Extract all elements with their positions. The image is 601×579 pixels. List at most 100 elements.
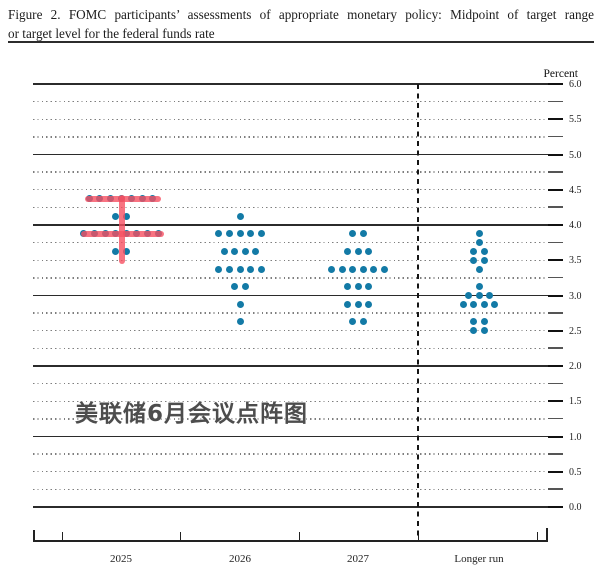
x-axis-category-tick (299, 532, 301, 540)
projection-dot (354, 300, 362, 308)
projection-dot (470, 300, 478, 308)
projection-dot (343, 300, 351, 308)
gridline-right-tick (548, 83, 563, 85)
projection-dot (247, 230, 255, 238)
y-axis-tick-label: 2.5 (569, 325, 582, 337)
projection-dot (112, 212, 120, 220)
projection-dot (470, 256, 478, 264)
projection-dot (349, 265, 357, 273)
projection-dot (252, 247, 260, 255)
projection-dot (475, 292, 483, 299)
projection-dot (480, 256, 488, 264)
y-axis-tick-label: 2.0 (569, 361, 582, 372)
gridline-right-tick (548, 188, 563, 191)
projection-dot (381, 265, 388, 273)
projection-dot (470, 318, 478, 326)
projection-dot (257, 265, 265, 273)
longer-run-separator-dashed-line (416, 84, 420, 540)
gridline (33, 506, 548, 508)
projection-dot (257, 230, 265, 238)
x-axis-right-edge-tick (546, 528, 548, 540)
projection-dot (475, 265, 483, 273)
projection-dot (338, 265, 346, 273)
gridline (33, 136, 548, 138)
x-axis-left-edge-tick (33, 530, 35, 540)
gridline (33, 277, 548, 279)
x-axis-category-tick (180, 532, 182, 540)
x-axis-label: 2027 (347, 553, 369, 565)
y-axis-tick-label: 6.0 (569, 79, 582, 90)
watermark-text: 美联储6月会议点阵图 (75, 401, 309, 427)
gridline-right-tick (548, 118, 563, 121)
projection-dot (459, 300, 467, 308)
projection-dot (349, 318, 357, 326)
y-axis-tick-label: 3.5 (569, 255, 582, 267)
x-axis-label: Longer run (454, 553, 504, 565)
projection-dot (470, 327, 478, 335)
gridline-right-tick (548, 153, 563, 156)
projection-dot (486, 292, 494, 299)
gridline-right-tick (548, 506, 563, 508)
gridline (33, 259, 548, 261)
gridline-right-tick (548, 294, 563, 297)
gridline-right-tick (548, 276, 563, 279)
gridline (33, 83, 548, 85)
gridline (33, 312, 548, 314)
projection-dot (354, 283, 362, 291)
gridline (33, 488, 548, 491)
projection-dot (236, 300, 244, 308)
projection-dot (365, 283, 373, 291)
gridline-right-tick (548, 259, 563, 262)
y-axis-title: Percent (543, 68, 578, 80)
projection-dot (349, 230, 357, 238)
gridline-right-tick (548, 329, 563, 332)
projection-dot (247, 265, 255, 273)
gridline-right-tick (548, 100, 563, 103)
projection-dot (491, 300, 499, 308)
gridline-right-tick (548, 206, 563, 208)
figure-title-line2: or target level for the federal funds ra… (8, 26, 215, 42)
projection-dot (365, 300, 373, 308)
projection-dot (236, 318, 244, 326)
projection-dot (225, 230, 233, 238)
projection-dot (236, 212, 244, 220)
gridline (33, 330, 548, 332)
y-axis-tick-label: 4.0 (569, 220, 582, 231)
y-axis-tick-label: 0.5 (569, 466, 582, 478)
gridline (33, 365, 548, 367)
projection-dot (370, 265, 378, 273)
x-axis-category-tick (62, 532, 64, 540)
gridline (33, 118, 548, 120)
gridline-right-tick (548, 241, 563, 244)
x-axis-category-tick (537, 532, 539, 540)
projection-dot (480, 300, 488, 308)
gridline (33, 453, 548, 455)
gridline (33, 294, 548, 297)
projection-dot (231, 247, 239, 255)
x-axis-label: 2025 (110, 553, 132, 565)
y-axis-tick-label: 1.0 (569, 431, 582, 443)
gridline-right-tick (548, 171, 563, 173)
gridline-right-tick (548, 135, 563, 138)
gridline (33, 418, 548, 420)
projection-dot (215, 230, 223, 238)
y-axis-tick-label: 0.0 (569, 502, 582, 513)
projection-dot (225, 265, 233, 273)
gridline-right-tick (548, 453, 563, 455)
projection-dot (359, 230, 367, 238)
title-divider (8, 41, 594, 43)
projection-dot (122, 212, 130, 220)
projection-dot (215, 265, 223, 273)
figure-title: Figure 2. FOMC participants’ assessments… (8, 5, 594, 43)
projection-dot (241, 283, 249, 291)
projection-dot (365, 247, 373, 255)
projection-dot (359, 265, 367, 273)
projection-dot (480, 327, 488, 335)
gridline (33, 171, 548, 173)
gridline (33, 206, 548, 209)
projection-dot (112, 247, 120, 255)
gridline-right-tick (548, 488, 563, 490)
gridline (33, 153, 548, 156)
y-axis-tick-label: 1.5 (569, 396, 582, 408)
